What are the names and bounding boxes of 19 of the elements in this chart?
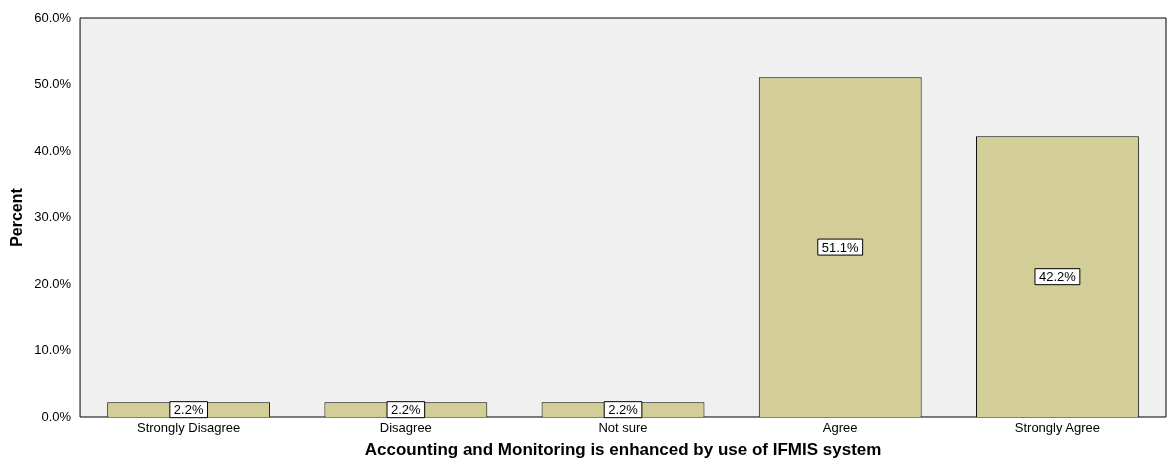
x-tick-label: Disagree bbox=[379, 420, 432, 436]
y-tick-label: 0.0% bbox=[41, 408, 72, 424]
y-tick-label: 20.0% bbox=[34, 275, 72, 291]
x-axis-title: Accounting and Monitoring is enhanced by use of IFMIS system bbox=[364, 440, 882, 460]
y-tick-label: 50.0% bbox=[34, 76, 72, 92]
y-tick-label: 40.0% bbox=[34, 142, 72, 158]
data-label: 51.1% bbox=[821, 239, 860, 255]
y-tick-label: 60.0% bbox=[34, 9, 72, 25]
y-tick-label: 30.0% bbox=[34, 209, 72, 225]
data-label: 2.2% bbox=[391, 402, 422, 418]
x-tick-label: Strongly Agree bbox=[1014, 420, 1101, 436]
y-axis-title: Percent bbox=[8, 187, 26, 247]
x-tick-label: Agree bbox=[822, 420, 858, 436]
y-tick-label: 10.0% bbox=[34, 342, 72, 358]
data-label: 2.2% bbox=[173, 402, 204, 418]
data-label: 2.2% bbox=[608, 402, 639, 418]
data-label: 42.2% bbox=[1038, 269, 1077, 285]
x-tick-label: Not sure bbox=[598, 420, 648, 436]
x-tick-label: Strongly Disagree bbox=[136, 420, 241, 436]
